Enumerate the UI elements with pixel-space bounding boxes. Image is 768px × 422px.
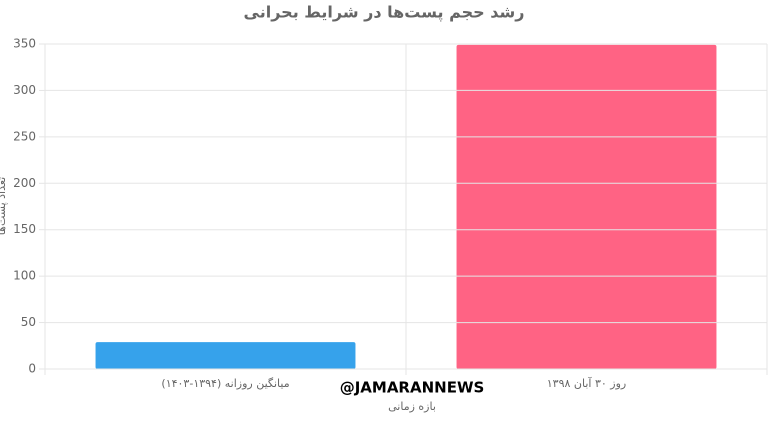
y-tick-label: 300 xyxy=(13,83,36,97)
x-tick-label: روز ۳۰ آبان ۱۳۹۸ xyxy=(547,376,626,390)
y-tick-label: 250 xyxy=(13,129,36,143)
y-axis-label: تعداد پست‌ها xyxy=(0,177,8,235)
x-axis-label: بازه زمانی xyxy=(388,400,436,413)
bar xyxy=(95,342,356,369)
y-tick-label: 0 xyxy=(28,362,36,376)
x-tick-label: میانگین روزانه (۱۳۹۴-۱۴۰۳) xyxy=(161,377,289,390)
bar xyxy=(456,44,717,370)
y-tick-label: 50 xyxy=(21,315,36,329)
y-tick-label: 100 xyxy=(13,269,36,283)
y-tick-label: 350 xyxy=(13,37,36,51)
watermark: @JAMARANNEWS xyxy=(340,379,485,397)
chart-title: رشد حجم پست‌ها در شرایط بحرانی xyxy=(244,3,525,23)
y-tick-label: 150 xyxy=(13,222,36,236)
y-tick-label: 200 xyxy=(13,176,36,190)
